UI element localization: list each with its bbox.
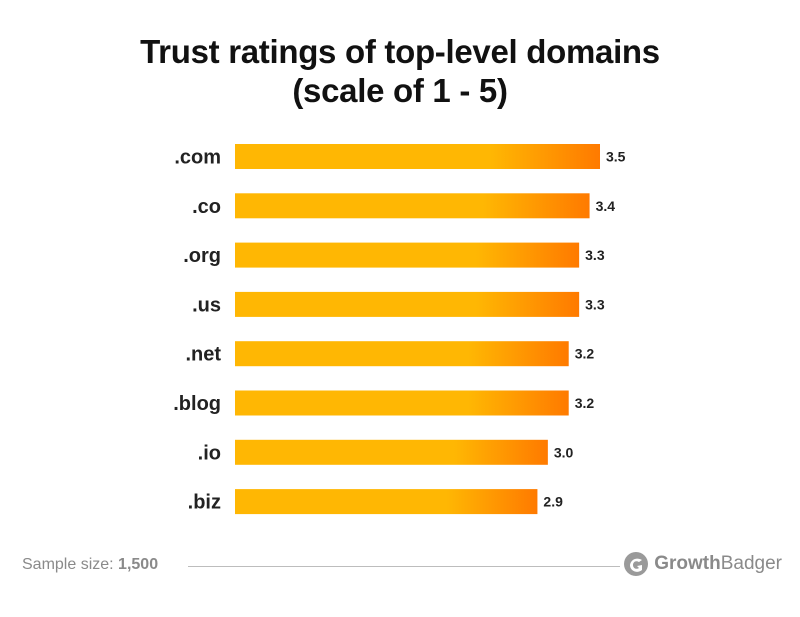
bar	[235, 489, 538, 515]
bar	[235, 193, 590, 219]
bar	[235, 144, 600, 169]
category-label: .io	[198, 442, 221, 464]
value-label: 3.2	[575, 346, 595, 362]
bars-group: .com 3.5 .co 3.4 .org 3.3 .us 3.3 .net 3.2 .blog 3.…	[173, 144, 626, 515]
brand-name-part-1: Growth	[654, 553, 721, 574]
category-label: .co	[192, 196, 221, 218]
bar	[235, 439, 548, 465]
value-label: 3.5	[606, 149, 626, 165]
value-label: 3.0	[554, 444, 574, 460]
category-label: .net	[185, 344, 221, 366]
value-label: 3.3	[585, 296, 605, 312]
footer: Sample size: 1,500 Growth Badger	[22, 552, 782, 578]
category-label: .blog	[173, 393, 221, 415]
value-label: 3.4	[596, 198, 616, 214]
footer-divider	[188, 566, 620, 567]
chart-title-line-2: (scale of 1 - 5)	[292, 72, 508, 109]
growthbadger-logo-icon	[624, 552, 649, 576]
bar	[235, 291, 580, 317]
chart-title-line-1: Trust ratings of top-level domains	[140, 33, 660, 70]
value-label: 3.2	[575, 395, 595, 411]
brand-logo: Growth Badger	[622, 550, 782, 578]
value-label: 2.9	[543, 494, 563, 510]
category-label: .com	[174, 147, 221, 169]
sample-size-value: 1,500	[118, 556, 159, 573]
category-label: .biz	[188, 492, 221, 514]
bar	[235, 242, 580, 268]
bar	[235, 341, 569, 367]
bar	[235, 390, 569, 416]
chart-title: Trust ratings of top-level domains (scal…	[0, 32, 800, 110]
sample-size-label: Sample size:	[22, 556, 114, 573]
category-label: .org	[183, 245, 221, 267]
value-label: 3.3	[585, 247, 605, 263]
brand-name-part-2: Badger	[720, 553, 782, 574]
category-label: .us	[192, 294, 221, 316]
sample-size-note: Sample size: 1,500	[22, 556, 158, 574]
